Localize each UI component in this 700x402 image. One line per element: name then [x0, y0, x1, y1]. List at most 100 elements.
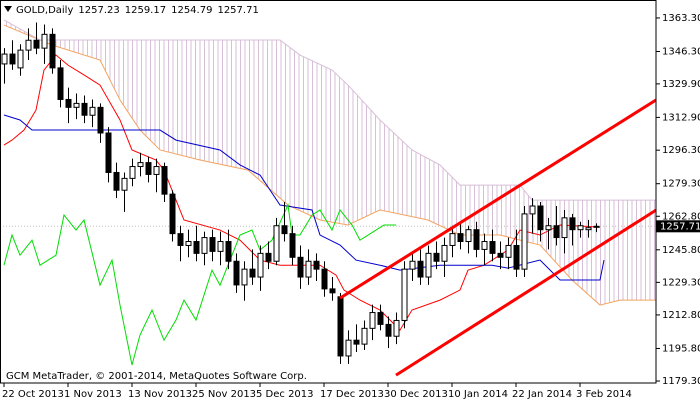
candle-body — [481, 241, 488, 250]
candle-body — [41, 33, 48, 49]
candle-body — [329, 288, 336, 294]
x-tick-label: 1 Nov 2013 — [64, 389, 122, 400]
candle-body — [361, 327, 368, 345]
candle-body — [441, 244, 448, 262]
candle-body — [473, 229, 480, 250]
candle-body — [505, 244, 512, 258]
candle-body — [489, 241, 496, 254]
plot-area — [0, 19, 656, 377]
candle-body — [33, 39, 40, 49]
candle-body — [545, 225, 552, 231]
candle-body — [337, 296, 344, 357]
symbol: GOLD,Daily — [16, 5, 73, 16]
y-tick-label: 1346.30 — [662, 47, 700, 58]
candle-body — [449, 233, 456, 246]
candle-body — [417, 260, 424, 278]
candle-body — [521, 213, 528, 270]
candle-body — [81, 102, 88, 116]
x-tick-label: 13 Nov 2013 — [128, 389, 192, 400]
low: 1254.79 — [171, 5, 212, 16]
candle-body — [273, 225, 280, 262]
candle-body — [185, 241, 192, 246]
candle-body — [153, 166, 160, 175]
candle-body — [73, 102, 80, 108]
candle-body — [257, 252, 264, 278]
candle-body — [561, 217, 568, 239]
candle-body — [233, 260, 240, 286]
y-tick-label: 1296.30 — [662, 145, 700, 156]
indicator-line — [395, 208, 656, 377]
x-tick-label: 30 Dec 2013 — [384, 389, 448, 400]
candle-body — [401, 268, 408, 321]
candle-body — [1, 53, 8, 65]
indicator-line — [339, 98, 656, 300]
candle-body — [217, 241, 224, 252]
candle-body — [49, 33, 56, 69]
cloud-span-a — [3, 24, 656, 306]
candle-body — [89, 106, 96, 116]
candle-body — [105, 132, 112, 173]
candle-body — [313, 260, 320, 270]
candle-body — [497, 252, 504, 258]
open: 1257.23 — [78, 5, 119, 16]
collapse-icon[interactable] — [4, 6, 12, 12]
candle-body — [465, 229, 472, 243]
candle-body — [113, 171, 120, 191]
plot-border — [0, 0, 657, 384]
candle-body — [129, 166, 136, 179]
axes: 1363.30 1346.30 1329.90 1312.90 1296.30 1279.… — [2, 13, 700, 400]
candle-body — [249, 268, 256, 278]
y-tick-label: 1312.90 — [662, 112, 700, 123]
candle-body — [529, 205, 536, 215]
header: GOLD,Daily 1257.23 1259.17 1254.79 1257.71 — [4, 5, 259, 16]
candle-body — [177, 233, 184, 246]
candle-body — [209, 237, 216, 252]
candle-body — [457, 233, 464, 243]
candle-body — [385, 323, 392, 337]
candle-body — [121, 177, 128, 191]
candle-body — [513, 244, 520, 270]
candle-body — [201, 237, 208, 254]
candle-body — [169, 193, 176, 235]
candle-body — [161, 166, 168, 195]
y-tick-label: 1279.30 — [662, 179, 700, 190]
candle-body — [289, 233, 296, 258]
candle-body — [377, 312, 384, 325]
candle-body — [17, 49, 24, 69]
candle-body — [265, 252, 272, 262]
y-tick-label: 1262.80 — [662, 211, 700, 222]
x-tick-label: 22 Oct 2013 — [2, 389, 64, 400]
candle-body — [577, 225, 584, 231]
candle-body — [353, 339, 360, 345]
price-label: 1257.71 — [660, 221, 700, 232]
candle-body — [25, 39, 32, 51]
header-text: GOLD,Daily 1257.23 1259.17 1254.79 1257.71 — [16, 5, 259, 16]
price-label-box — [656, 220, 700, 233]
candle-body — [433, 252, 440, 262]
candle-body — [9, 53, 16, 65]
candle-body — [57, 67, 64, 100]
x-tick-label: 17 Dec 2013 — [320, 389, 384, 400]
cloud-span-b — [3, 19, 656, 201]
indicator-line — [3, 203, 396, 366]
candle-body — [297, 256, 304, 278]
candle-body — [281, 225, 288, 235]
y-tick-label: 1245.80 — [662, 245, 700, 256]
y-tick-label: 1329.90 — [662, 79, 700, 90]
candle-body — [145, 162, 152, 175]
high: 1259.17 — [125, 5, 166, 16]
candle-body — [593, 225, 600, 228]
credit: GCM MetaTrader, © 2001-2014, MetaQuotes … — [6, 371, 307, 382]
x-tick-label: 5 Dec 2013 — [256, 389, 314, 400]
candle-body — [425, 252, 432, 278]
y-tick-label: 1179.30 — [662, 376, 700, 387]
y-tick-label: 1229.30 — [662, 277, 700, 288]
candle-body — [225, 241, 232, 262]
candle-body — [305, 260, 312, 278]
candle-body — [369, 312, 376, 329]
y-tick-label: 1363.30 — [662, 13, 700, 24]
candle-body — [409, 260, 416, 270]
candle-body — [537, 205, 544, 231]
